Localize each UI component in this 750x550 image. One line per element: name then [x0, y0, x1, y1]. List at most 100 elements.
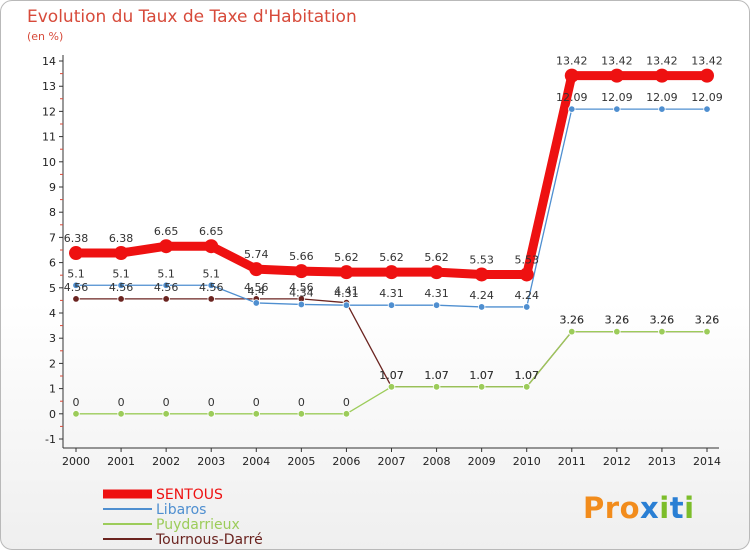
- legend-label: Puydarrieux: [156, 517, 240, 533]
- data-label: 6.38: [64, 232, 89, 245]
- data-label: 0: [343, 396, 350, 409]
- data-label: 12.09: [556, 91, 588, 104]
- y-tick-label: 0: [49, 408, 56, 421]
- x-tick-label: 2013: [648, 455, 676, 468]
- data-point: [703, 327, 711, 336]
- y-tick-label: -1: [45, 433, 56, 446]
- y-tick-label: 2: [49, 357, 56, 370]
- data-label: 4.24: [514, 289, 539, 302]
- data-point: [117, 281, 125, 289]
- data-point: [658, 105, 666, 113]
- data-point: [477, 383, 486, 391]
- data-label: 13.42: [601, 55, 633, 68]
- data-label: 6.38: [109, 232, 134, 245]
- data-label: 0: [298, 396, 305, 409]
- logo-letter: r: [604, 491, 620, 525]
- data-label: 1.07: [514, 369, 539, 382]
- data-label: 4.56: [244, 281, 269, 294]
- data-label: 3.26: [650, 314, 675, 327]
- data-point: [297, 300, 306, 309]
- x-tick-label: 2001: [107, 455, 135, 468]
- data-point: [568, 327, 576, 336]
- data-point: [297, 410, 306, 418]
- data-label: 13.42: [691, 55, 723, 68]
- y-tick-label: 12: [42, 105, 56, 118]
- data-point: [72, 295, 80, 303]
- x-tick-label: 2011: [558, 455, 586, 468]
- data-label: 6.65: [154, 225, 179, 238]
- data-point: [252, 410, 260, 418]
- legend-label: SENTOUS: [156, 487, 223, 503]
- data-point: [117, 410, 125, 418]
- x-tick-label: 2014: [693, 455, 721, 468]
- data-label: 1.07: [469, 369, 494, 382]
- data-label: 13.42: [556, 55, 588, 68]
- data-label: 5.53: [469, 253, 494, 266]
- data-point: [523, 383, 531, 391]
- data-label: 5.62: [379, 251, 404, 264]
- data-point: [207, 281, 215, 289]
- y-tick-label: 9: [49, 181, 56, 194]
- data-label: 4.56: [289, 281, 314, 294]
- data-label: 3.26: [695, 314, 720, 327]
- data-point: [432, 301, 441, 309]
- x-tick-label: 2002: [152, 455, 180, 468]
- data-label: 4.31: [334, 287, 359, 300]
- data-label: 13.42: [646, 55, 678, 68]
- legend-label: Libaros: [156, 502, 206, 518]
- x-tick-label: 2010: [513, 455, 541, 468]
- chart-unit-label: (en %): [27, 30, 64, 43]
- data-point: [700, 68, 714, 83]
- data-point: [294, 264, 309, 279]
- data-label: 0: [73, 396, 80, 409]
- data-point: [609, 68, 624, 83]
- data-label: 5.1: [157, 267, 175, 280]
- y-tick-label: 4: [49, 307, 56, 320]
- logo-letter: P: [583, 491, 605, 525]
- data-label: 0: [163, 396, 170, 409]
- data-label: 1.07: [379, 369, 404, 382]
- data-label: 12.09: [646, 91, 678, 104]
- y-tick-label: 10: [42, 156, 56, 169]
- data-point: [387, 301, 396, 309]
- data-point: [72, 410, 80, 418]
- logo-letter: i: [659, 491, 670, 525]
- data-point: [207, 295, 215, 303]
- data-point: [72, 281, 80, 289]
- data-point: [249, 262, 264, 277]
- data-label: 1.07: [424, 369, 449, 382]
- proxiti-logo: Proxiti: [583, 491, 695, 525]
- data-label: 4.56: [199, 281, 224, 294]
- data-point: [162, 281, 170, 289]
- data-point: [114, 246, 129, 261]
- data-label: 4.56: [64, 281, 89, 294]
- data-point: [613, 327, 621, 336]
- chart-title: Evolution du Taux de Taxe d'Habitation: [27, 7, 357, 27]
- data-label: 4.31: [379, 287, 404, 300]
- x-tick-label: 2007: [378, 455, 406, 468]
- data-label: 5.1: [67, 267, 85, 280]
- data-label: 1.07: [424, 369, 449, 382]
- data-point: [69, 246, 83, 261]
- data-label: 5.62: [424, 251, 449, 264]
- x-tick-label: 2005: [287, 455, 315, 468]
- x-tick-label: 2008: [423, 455, 451, 468]
- data-point: [654, 68, 669, 83]
- data-point: [568, 105, 576, 113]
- data-point: [519, 267, 534, 282]
- data-point: [162, 295, 170, 303]
- data-label: 4.56: [109, 281, 134, 294]
- data-point: [523, 303, 531, 311]
- data-label: 1.07: [379, 369, 404, 382]
- y-tick-label: 14: [42, 55, 56, 68]
- data-point: [432, 383, 441, 391]
- x-tick-label: 2004: [242, 455, 270, 468]
- logo-letter: o: [619, 491, 641, 525]
- data-label: 5.53: [514, 253, 539, 266]
- data-label: 0: [208, 396, 215, 409]
- data-label: 3.26: [650, 314, 675, 327]
- data-label: 12.09: [691, 91, 723, 104]
- y-tick-label: 3: [49, 332, 56, 345]
- logo-letter: x: [640, 491, 660, 525]
